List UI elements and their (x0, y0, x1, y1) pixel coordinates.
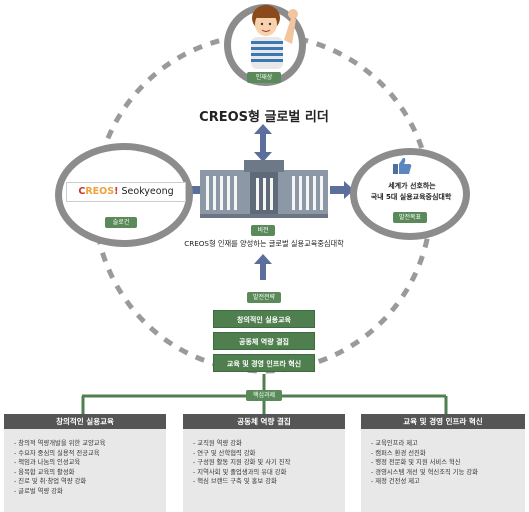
slogan-logo: CREOS! Seokyeong (66, 182, 186, 202)
strategy-item-3: 교육 및 경영 인프라 혁신 (213, 354, 315, 372)
arrow-up-strategy (254, 254, 272, 280)
panel3-item: 경영시스템 개선 및 혁신조직 기능 강화 (371, 468, 519, 478)
university-building-icon (200, 160, 328, 218)
panel2-item: 지역사회 및 졸업생과의 유대 강화 (193, 468, 339, 478)
panel3-item: 교육인프라 제고 (371, 439, 519, 449)
panel2-item: 연구 및 산학협력 강화 (193, 449, 339, 459)
goal-tag: 발전목표 (393, 212, 427, 223)
panel3-item: 재정 건전성 제고 (371, 477, 519, 487)
person-illustration-icon (251, 5, 298, 69)
strategy-item-2: 공동체 역량 결집 (213, 332, 315, 350)
panel-head-2: 공동체 역량 결집 (183, 414, 345, 429)
logo-c: C (78, 186, 86, 197)
strategy-item-1: 창의적인 실용교육 (213, 310, 315, 328)
goal-ring (350, 148, 470, 240)
goal-line1: 세계가 선호하는 (388, 182, 436, 190)
panel1-item: 수요자 중심의 실용적 전공교육 (14, 449, 160, 459)
panel1-item: 책임과 나눔의 인성교육 (14, 458, 160, 468)
tasks-tag: 핵심과제 (246, 390, 282, 401)
panel-body-3: 교육인프라 제고 캠퍼스 환경 선진화 행정 전문화 및 지원 서비스 혁신 경… (361, 429, 525, 512)
panel-head-1: 창의적인 실용교육 (4, 414, 166, 429)
arrow-right (330, 181, 354, 199)
panel1-item: 진로 및 취·창업 역량 강화 (14, 477, 160, 487)
logo-exclaim: ! (114, 186, 119, 197)
talent-tag: 인재상 (247, 72, 281, 83)
talent-title: CREOS형 글로벌 리더 (199, 110, 329, 125)
panel-body-1: 창의적 역량개발을 위한 교양교육 수요자 중심의 실용적 전공교육 책임과 나… (4, 429, 166, 512)
thumbs-up-icon (393, 157, 412, 174)
logo-seokyeong: Seokyeong (121, 186, 174, 197)
panel1-item: 융복합 교육의 활성화 (14, 468, 160, 478)
panel2-item: 핵심 브랜드 구축 및 홍보 강화 (193, 477, 339, 487)
panel-head-3: 교육 및 경영 인프라 혁신 (361, 414, 525, 429)
slogan-tag: 슬로건 (105, 217, 137, 228)
arrow-vertical-top (254, 124, 272, 162)
strategy-tag: 발전전략 (247, 292, 281, 303)
panel2-item: 구성원 활동 지원 강화 및 사기 진작 (193, 458, 339, 468)
panel1-item: 글로벌 역량 강화 (14, 487, 160, 497)
panel2-item: 교직원 역량 강화 (193, 439, 339, 449)
goal-line2: 국내 5대 실용교육중심대학 (370, 193, 452, 201)
panel3-item: 행정 전문화 및 지원 서비스 혁신 (371, 458, 519, 468)
panel-body-2: 교직원 역량 강화 연구 및 산학협력 강화 구성원 활동 지원 강화 및 사기… (183, 429, 345, 512)
panel3-item: 캠퍼스 환경 선진화 (371, 449, 519, 459)
vision-text: CREOS형 인재를 양성하는 글로벌 실용교육중심대학 (184, 239, 344, 248)
logo-reos: REOS (85, 186, 115, 197)
vision-tag: 비전 (251, 225, 275, 236)
panel1-item: 창의적 역량개발을 위한 교양교육 (14, 439, 160, 449)
